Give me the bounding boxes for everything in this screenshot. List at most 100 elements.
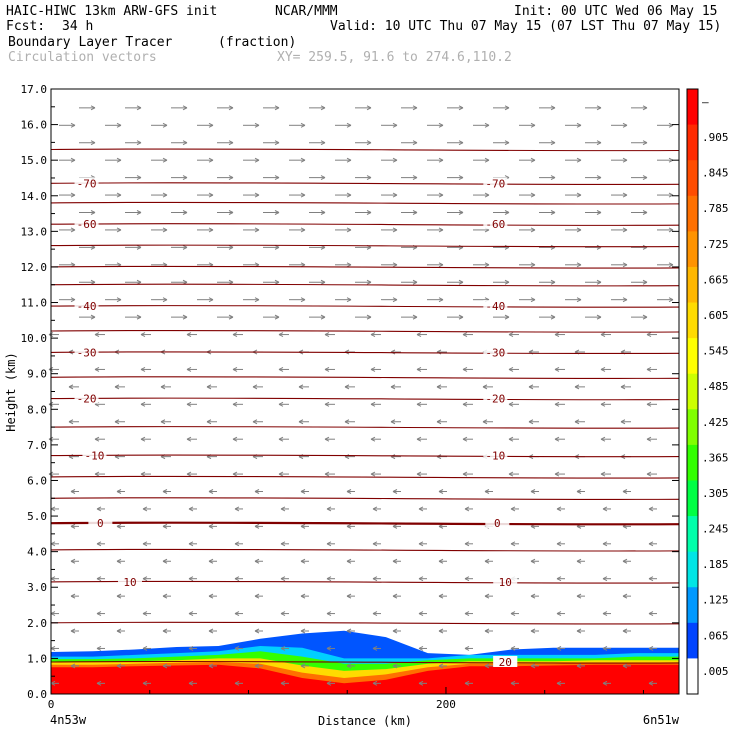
vector-head-358: [392, 227, 398, 233]
vector-head-11: [556, 680, 562, 686]
vector-head-232: [160, 384, 166, 390]
vector-head-78: [530, 593, 536, 599]
vector-head-285: [136, 314, 142, 320]
contour-line-10: [50, 548, 680, 552]
vector-head-58: [234, 611, 240, 617]
x-tick-label-1: 200: [436, 698, 456, 711]
contour-line-7: [50, 425, 680, 429]
vector-head-380: [162, 192, 168, 198]
vector-head-155: [346, 489, 352, 494]
vector-head-450: [274, 105, 280, 111]
vector-head-296: [642, 314, 648, 320]
vector-head-381: [208, 192, 214, 198]
vector-head-336: [622, 262, 628, 268]
vector-head-249: [324, 366, 330, 372]
vector-head-239: [482, 384, 488, 390]
colorbar-swatch-0: [687, 89, 698, 126]
vector-head-427: [458, 140, 464, 146]
vector-head-122: [70, 523, 76, 529]
vector-head-31: [234, 645, 240, 651]
vector-head-254: [554, 366, 560, 372]
contour-1: [50, 223, 680, 226]
vector-head-413: [438, 157, 444, 163]
vector-head-13: [648, 680, 654, 686]
vector-head-291: [412, 314, 418, 320]
vector-head-421: [182, 140, 188, 146]
vector-head-108: [50, 541, 56, 547]
vector-head-205: [160, 419, 166, 425]
vector-head-103: [438, 558, 444, 564]
vector-head-252: [462, 366, 468, 372]
vector-head-305: [438, 297, 444, 303]
contour-line-2: [50, 244, 680, 248]
colorbar-frame: [686, 88, 699, 695]
vector-head-75: [392, 593, 398, 599]
vector-head-107: [622, 558, 628, 564]
vector-head-89: [418, 576, 424, 582]
vector-head-377: [642, 210, 648, 215]
y-tick-label-14: 14.0: [21, 190, 48, 203]
vector-head-337: [668, 262, 674, 268]
x-endpoint-right: 6n51w: [643, 713, 680, 727]
vector-head-443: [576, 122, 582, 128]
vector-head-416: [576, 157, 582, 163]
tracer-band-5: [51, 664, 679, 694]
vector-head-272: [140, 332, 146, 338]
vector-head-366: [136, 210, 142, 215]
vector-head-87: [326, 576, 332, 582]
vector-head-408: [208, 157, 214, 163]
vector-head-310: [668, 297, 674, 303]
vector-head-444: [622, 122, 628, 128]
vector-head-365: [90, 210, 96, 215]
vector-head-40: [648, 645, 654, 651]
vector-head-197: [416, 436, 422, 442]
contour-8: [50, 660, 680, 664]
vector-head-77: [484, 593, 490, 599]
vector-head-148: [648, 506, 654, 512]
vector-head-34: [372, 645, 378, 651]
vector-head-138: [188, 506, 194, 512]
vector-head-298: [116, 297, 122, 303]
vector-head-227: [554, 401, 560, 407]
vector-head-67: [648, 611, 654, 617]
vector-head-226: [508, 401, 514, 407]
vector-head-209: [344, 419, 350, 425]
vector-head-115: [372, 541, 378, 547]
vector-head-158: [484, 489, 490, 494]
vector-head-30: [188, 645, 194, 651]
vector-head-39: [602, 645, 608, 651]
vector-head-45: [254, 628, 260, 634]
vector-head-438: [346, 122, 352, 128]
vector-head-400: [458, 175, 464, 181]
contour-label-bg-7-0: [117, 575, 142, 587]
vector-head-73: [300, 593, 306, 599]
vector-head-98: [208, 558, 214, 564]
vector-head-1: [96, 680, 102, 686]
contour-label-2-1: -40: [485, 300, 505, 313]
vector-head-455: [504, 105, 510, 111]
contour-label-bg-6-1: [485, 517, 510, 529]
vector-head-247: [232, 366, 238, 372]
vector-head-110: [142, 541, 148, 547]
vector-head-3: [188, 680, 194, 686]
colorbar-swatch-14: [687, 587, 698, 624]
vector-head-109: [96, 541, 102, 547]
vector-head-221: [278, 401, 284, 407]
vector-head-198: [462, 436, 468, 442]
vector-head-69: [116, 593, 122, 599]
contour-line-1: [50, 201, 680, 205]
contour-line-9: [50, 497, 680, 500]
contour-label-7-1: 10: [499, 576, 512, 589]
vector-head-425: [366, 140, 372, 146]
colorbar-label-13: .185: [702, 558, 729, 571]
vector-head-68: [70, 593, 76, 599]
vector-head-250: [370, 366, 376, 372]
y-tick-label-1: 1.0: [27, 652, 47, 665]
contour-5: [50, 454, 680, 458]
contour-label-bg-7-1: [493, 575, 518, 587]
contour-label-bg-4-0: [74, 392, 99, 404]
colorbar-swatch-1: [687, 124, 698, 161]
vector-head-143: [418, 506, 424, 512]
model-title: HAIC-HIWC 13km ARW-GFS init: [6, 4, 218, 19]
